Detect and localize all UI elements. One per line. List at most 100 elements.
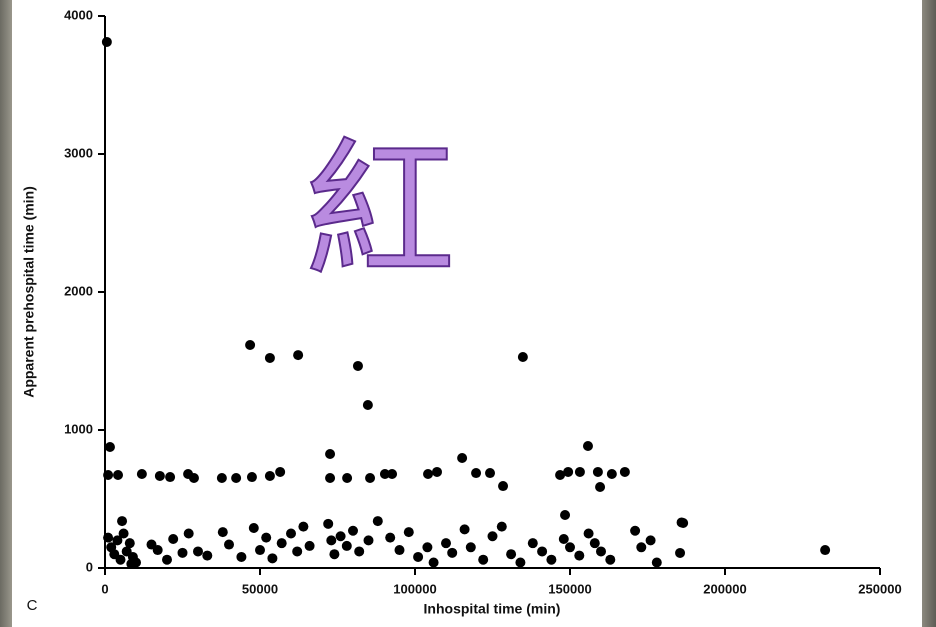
x-axis-title: Inhospital time (min) (424, 601, 561, 617)
point (246, 472, 257, 483)
x-tick-label: 100000 (393, 581, 436, 596)
point (261, 532, 272, 543)
x-tick-label: 150000 (548, 581, 591, 596)
point (498, 481, 509, 492)
point (506, 549, 517, 560)
point (264, 352, 275, 363)
point (354, 546, 365, 557)
y-tick-label: 4000 (64, 7, 93, 22)
point (413, 551, 424, 562)
point (101, 36, 112, 47)
point (224, 539, 234, 550)
x-tick-label: 200000 (703, 581, 746, 596)
y-tick-label: 2000 (64, 283, 93, 298)
point (387, 469, 398, 480)
point (441, 538, 451, 549)
point (216, 473, 227, 484)
point (527, 538, 538, 549)
point (188, 473, 199, 484)
y-tick-label: 3000 (64, 145, 93, 160)
point (341, 540, 352, 551)
point (329, 549, 340, 560)
point (293, 350, 304, 361)
point (326, 535, 337, 546)
point (428, 557, 439, 568)
point (619, 466, 630, 477)
point (103, 532, 114, 543)
point (537, 546, 548, 557)
point (275, 466, 286, 477)
point (292, 546, 303, 557)
point (365, 473, 376, 484)
point (183, 528, 194, 539)
y-axis-title: Apparent prehospital time (min) (21, 186, 37, 398)
point (126, 558, 137, 569)
point (304, 540, 315, 551)
point (335, 531, 346, 542)
point (582, 441, 593, 452)
point (546, 554, 557, 565)
point (394, 545, 405, 556)
point (676, 517, 687, 528)
watermark: 紅 (305, 125, 455, 299)
point (276, 538, 287, 549)
point (162, 554, 172, 565)
point (595, 481, 606, 492)
point (115, 554, 126, 565)
point (325, 473, 336, 484)
point (245, 339, 256, 350)
point (165, 472, 176, 483)
point (372, 516, 383, 527)
point (651, 557, 662, 568)
point (478, 554, 489, 565)
x-tick-label: 50000 (242, 581, 278, 596)
point (447, 547, 458, 558)
point (352, 360, 363, 371)
point (496, 521, 507, 532)
point (583, 528, 594, 539)
point (325, 449, 336, 460)
point (112, 535, 123, 546)
point (152, 545, 163, 556)
point (422, 542, 433, 553)
point (636, 542, 647, 553)
point (217, 527, 228, 538)
point (558, 534, 569, 545)
point (596, 546, 606, 557)
point (630, 525, 641, 536)
point (606, 469, 617, 480)
point (117, 516, 128, 527)
point (168, 534, 179, 545)
point (193, 546, 203, 557)
point (298, 521, 309, 532)
point (248, 522, 259, 533)
point (202, 550, 213, 561)
point (154, 470, 165, 481)
point (485, 468, 496, 479)
point (465, 542, 476, 553)
point (286, 528, 296, 539)
point (323, 518, 334, 529)
point (342, 473, 353, 484)
point (574, 550, 585, 561)
point (555, 469, 566, 480)
point (457, 453, 468, 464)
x-tick-label: 0 (101, 581, 108, 596)
point (605, 554, 616, 565)
point (403, 527, 414, 538)
x-tick-label: 250000 (858, 581, 901, 596)
point (104, 441, 115, 452)
point (103, 469, 114, 480)
point (515, 557, 526, 568)
point (177, 547, 188, 558)
point (124, 538, 135, 549)
point (517, 351, 528, 362)
point (379, 469, 390, 480)
point (459, 524, 470, 535)
point (236, 551, 247, 562)
point (563, 466, 574, 477)
point (432, 466, 443, 477)
point (645, 535, 656, 546)
